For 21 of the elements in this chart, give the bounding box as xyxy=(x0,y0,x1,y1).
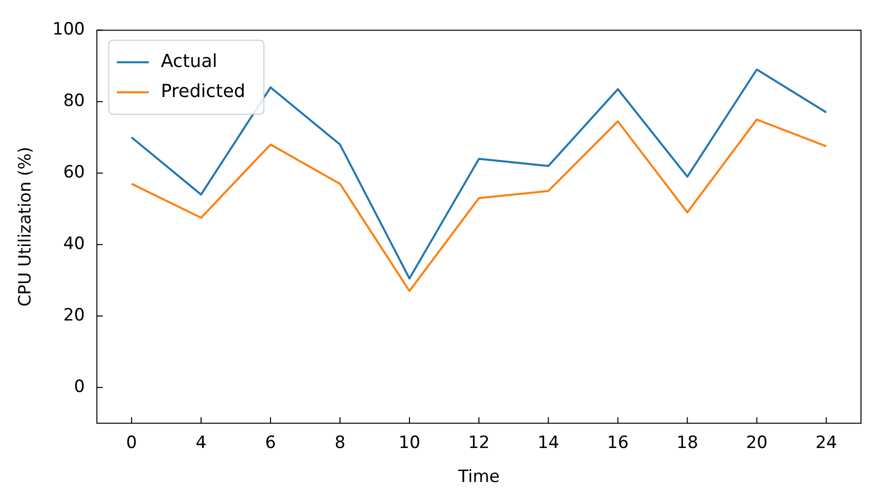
x-tick-label: 8 xyxy=(334,432,346,453)
x-tick-label: 14 xyxy=(538,432,560,453)
x-tick-label: 12 xyxy=(468,432,490,453)
x-tick-label: 10 xyxy=(398,432,420,453)
x-tick-label: 20 xyxy=(746,432,768,453)
y-tick-label: 40 xyxy=(63,234,85,254)
y-axis-title: CPU Utilization (%) xyxy=(16,146,36,307)
legend-label: Predicted xyxy=(160,80,246,102)
legend-label: Actual xyxy=(160,50,218,72)
x-tick-label: 6 xyxy=(265,432,276,453)
y-tick-label: 100 xyxy=(52,20,85,40)
y-tick-label: 0 xyxy=(74,376,85,397)
x-tick-label: 16 xyxy=(607,432,629,453)
x-tick-label: 18 xyxy=(676,432,698,453)
x-axis-title: Time xyxy=(457,467,500,488)
x-tick-label: 24 xyxy=(815,432,838,453)
y-tick-label: 80 xyxy=(63,91,85,112)
y-tick-label: 60 xyxy=(63,162,85,183)
x-tick-label: 0 xyxy=(126,432,137,453)
x-tick-label: 4 xyxy=(196,432,206,453)
y-tick-label: 20 xyxy=(63,305,85,326)
